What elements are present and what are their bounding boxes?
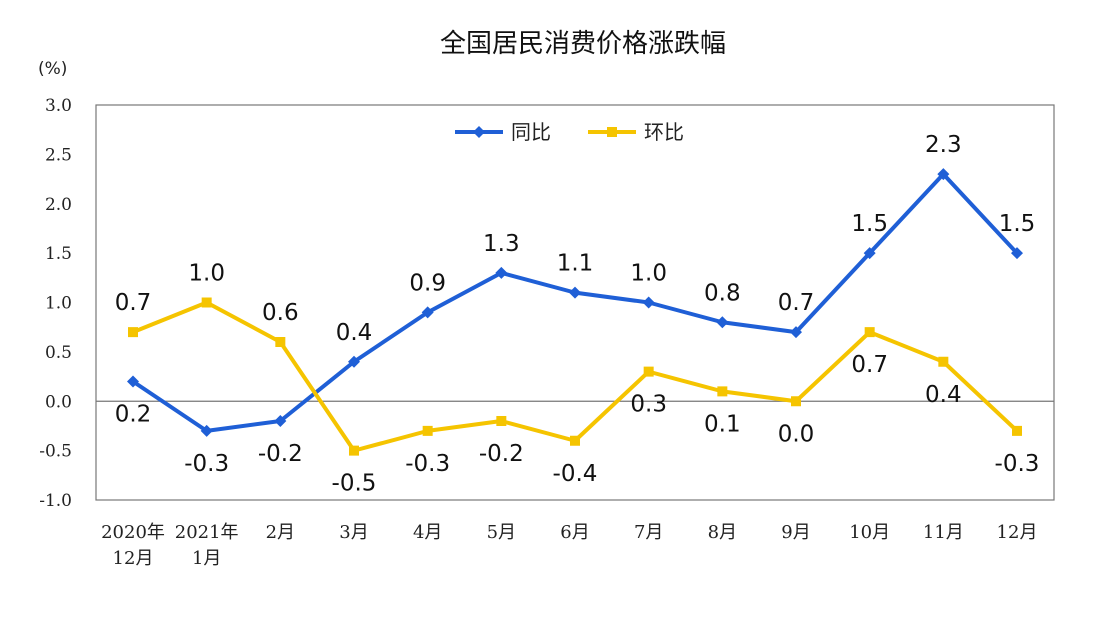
- legend-marker: [607, 127, 617, 137]
- x-tick-label: 7月: [634, 522, 663, 543]
- legend-marker: [473, 126, 485, 138]
- series-point-2: [349, 445, 359, 456]
- x-tick-label: 10月: [849, 522, 890, 543]
- series-point-1: [274, 415, 287, 427]
- legend-label: 环比: [644, 120, 684, 144]
- data-label: -0.4: [553, 461, 598, 487]
- x-tick-label: 8月: [708, 522, 737, 543]
- data-label: 0.7: [115, 290, 152, 316]
- data-label: -0.3: [995, 451, 1040, 477]
- chart-title: 全国居民消费价格涨跌幅: [440, 29, 726, 59]
- y-axis-ticks: 3.0 2.5 2.0 1.5 1.0 0.5 0.0 -0.5 -1.0: [39, 96, 72, 511]
- series-point-2: [570, 435, 580, 446]
- data-label: 0.9: [409, 270, 446, 296]
- y-tick-label: 1.0: [45, 294, 72, 314]
- data-label: 0.7: [778, 290, 815, 316]
- x-tick-label: 12月: [113, 548, 154, 569]
- x-tick-label: 9月: [781, 522, 810, 543]
- y-tick-label: 1.5: [45, 244, 72, 264]
- x-tick-label: 2021年: [175, 522, 239, 543]
- series-point-2: [496, 416, 507, 426]
- series-layer: [127, 168, 1023, 456]
- series-point-1: [863, 247, 876, 260]
- x-tick-label: 2020年: [101, 522, 165, 543]
- y-tick-label: 2.5: [45, 145, 72, 165]
- data-label: 0.1: [704, 411, 741, 437]
- series-point-1: [716, 316, 729, 329]
- series-point-1: [937, 168, 950, 181]
- x-tick-label: 12月: [997, 522, 1038, 543]
- series-point-2: [275, 337, 286, 347]
- data-label: 0.0: [778, 421, 815, 447]
- x-axis-ticks: 2020年 12月 2021年 1月 2月 3月 4月 5月 6月 7月 8月 9月 10月 11月 12月: [101, 522, 1037, 569]
- series-point-2: [1012, 425, 1022, 436]
- data-label: -0.3: [405, 451, 450, 477]
- data-label: -0.5: [332, 471, 377, 497]
- series-point-2: [717, 386, 728, 397]
- x-tick-label: 1月: [192, 548, 221, 569]
- data-label: -0.2: [479, 441, 524, 467]
- series-point-2: [128, 327, 138, 338]
- series-point-1: [495, 266, 508, 279]
- series-point-1: [569, 286, 581, 299]
- data-label: 1.0: [188, 261, 225, 287]
- x-tick-label: 11月: [923, 522, 964, 543]
- y-tick-label: -0.5: [39, 442, 72, 462]
- data-labels: 0.2 -0.3 -0.2 0.4 0.9 1.3 1.1 1.0 0.8 0.7 1.5 2.3 1.…: [115, 132, 1040, 497]
- data-label: 0.7: [851, 352, 888, 378]
- series-point-1: [348, 355, 360, 368]
- legend-label: 同比: [511, 120, 551, 144]
- series-point-1: [790, 326, 802, 339]
- x-tick-label: 5月: [487, 522, 516, 543]
- series-point-2: [643, 366, 654, 377]
- series-point-2: [864, 327, 875, 338]
- x-tick-label: 4月: [413, 522, 442, 543]
- legend: 同比 环比: [455, 120, 684, 144]
- data-label: -0.3: [184, 451, 229, 477]
- data-label: 0.4: [336, 320, 373, 346]
- data-label: 1.3: [483, 231, 520, 257]
- y-tick-label: 0.0: [45, 392, 72, 412]
- data-label: 1.5: [999, 211, 1036, 237]
- series-point-1: [200, 424, 213, 437]
- data-label: 1.0: [630, 261, 667, 287]
- series-point-1: [127, 375, 139, 388]
- unit-label: (%): [38, 59, 67, 79]
- y-tick-label: 0.5: [45, 343, 72, 363]
- series-point-2: [201, 297, 212, 308]
- data-label: 0.2: [115, 402, 152, 428]
- y-tick-label: 2.0: [45, 195, 72, 215]
- x-tick-label: 3月: [339, 522, 368, 543]
- series-point-1: [1011, 247, 1023, 260]
- series-point-2: [791, 396, 801, 407]
- series-point-1: [642, 296, 655, 309]
- y-tick-label: 3.0: [45, 96, 72, 116]
- x-tick-label: 2月: [266, 522, 295, 543]
- data-label: 0.6: [262, 300, 299, 326]
- x-tick-label: 6月: [560, 522, 589, 543]
- data-label: 0.8: [704, 280, 741, 306]
- data-label: 0.3: [630, 392, 667, 418]
- series-point-1: [421, 306, 434, 319]
- plot-frame: [95, 104, 1055, 501]
- data-label: 0.4: [925, 382, 962, 408]
- y-tick-label: -1.0: [39, 491, 72, 511]
- data-label: 2.3: [925, 132, 962, 158]
- series-point-2: [938, 356, 949, 367]
- data-label: -0.2: [258, 441, 303, 467]
- data-label: 1.5: [851, 211, 888, 237]
- data-label: 1.1: [557, 251, 594, 277]
- series-point-2: [422, 425, 433, 436]
